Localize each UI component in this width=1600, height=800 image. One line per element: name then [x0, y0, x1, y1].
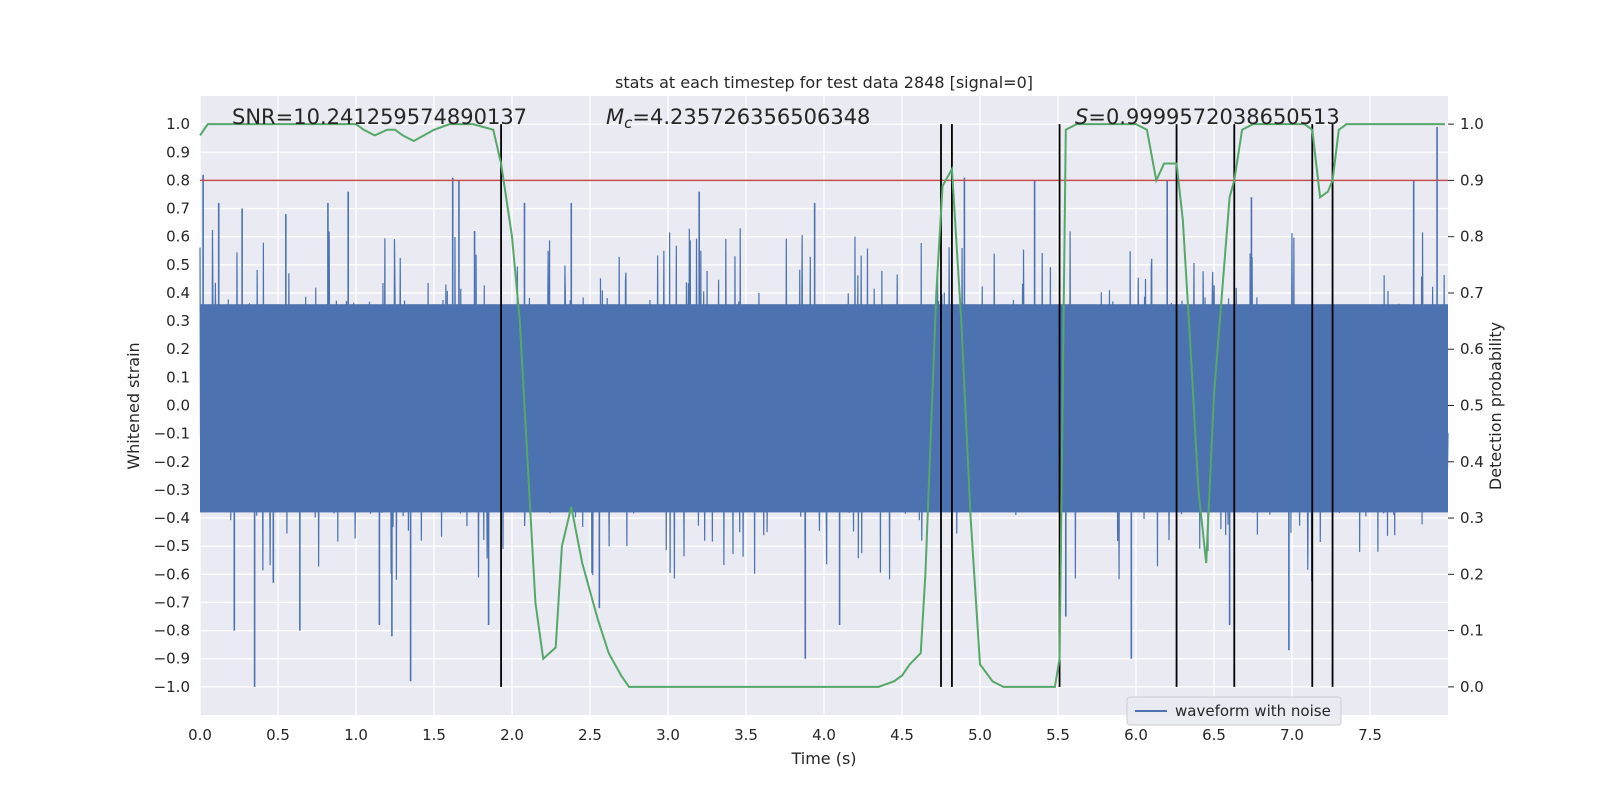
y-tick-label-right: 0.0 [1460, 678, 1484, 696]
y-tick-label: 0.3 [166, 312, 190, 330]
y-tick-label: 0.7 [166, 200, 190, 218]
x-tick-label: 1.5 [422, 726, 446, 744]
y-tick-label: −1.0 [154, 678, 190, 696]
y-tick-label-right: 0.8 [1460, 228, 1484, 246]
x-tick-label: 2.5 [578, 726, 602, 744]
mc-annotation: Mc=4.235726356506348 [606, 105, 870, 132]
y-tick-label: 0.4 [166, 284, 190, 302]
waveform-core-band [200, 304, 1448, 513]
probability-series [199, 123, 1445, 688]
y-tick-label: −0.3 [154, 481, 190, 499]
x-tick-label: 3.5 [734, 726, 758, 744]
y-ticks-right: 1.0 0.9 0.8 0.7 0.6 0.5 0.4 0.3 0.2 0.1 0.0 [1448, 115, 1484, 696]
y-tick-label-right: 0.2 [1460, 565, 1484, 583]
y-tick-label: −0.4 [154, 509, 190, 527]
x-tick-label: 2.0 [500, 726, 524, 744]
x-ticks: 0.0 0.5 1.0 1.5 2.0 2.5 3.0 3.5 4.0 4.5 5.0 5.5 6.0 6… [188, 726, 1382, 744]
x-tick-label: 4.5 [890, 726, 914, 744]
y-tick-label: −0.7 [154, 593, 190, 611]
x-tick-label: 6.5 [1202, 726, 1226, 744]
y-tick-label-right: 0.6 [1460, 340, 1484, 358]
y-axis-label-right: Detection probability [1486, 322, 1505, 490]
y-tick-label-right: 0.9 [1460, 171, 1484, 189]
y-tick-label: 0.5 [166, 256, 190, 274]
waveform-series [199, 126, 1449, 687]
y-tick-label-right: 0.5 [1460, 397, 1484, 415]
x-tick-label: 0.0 [188, 726, 212, 744]
plot-area [199, 123, 1449, 688]
y-tick-label-right: 0.3 [1460, 509, 1484, 527]
y-tick-label: −0.6 [154, 565, 190, 583]
y-tick-label: −0.5 [154, 537, 190, 555]
y-tick-label: 1.0 [166, 115, 190, 133]
x-axis-label: Time (s) [790, 749, 856, 768]
y-tick-label-right: 0.4 [1460, 453, 1484, 471]
x-tick-label: 7.5 [1358, 726, 1382, 744]
legend: waveform with noise [1126, 696, 1342, 726]
snr-annotation: SNR=10.241259574890137 [232, 105, 527, 129]
y-tick-label: 0.0 [166, 397, 190, 415]
x-tick-label: 1.0 [344, 726, 368, 744]
x-tick-label: 5.0 [968, 726, 992, 744]
x-tick-label: 7.0 [1280, 726, 1304, 744]
x-tick-label: 0.5 [266, 726, 290, 744]
legend-label: waveform with noise [1175, 702, 1331, 720]
y-tick-label: 0.2 [166, 340, 190, 358]
y-tick-label-right: 0.7 [1460, 284, 1484, 302]
y-tick-label: 0.1 [166, 368, 190, 386]
y-tick-label: 0.9 [166, 143, 190, 161]
y-tick-label: −0.2 [154, 453, 190, 471]
y-tick-label: −0.8 [154, 622, 190, 640]
x-tick-label: 6.0 [1124, 726, 1148, 744]
x-tick-label: 4.0 [812, 726, 836, 744]
y-tick-label-right: 1.0 [1460, 115, 1484, 133]
x-tick-label: 5.5 [1046, 726, 1070, 744]
chart-title: stats at each timestep for test data 284… [615, 73, 1033, 92]
x-tick-label: 3.0 [656, 726, 680, 744]
y-tick-label: −0.9 [154, 650, 190, 668]
y-tick-label: 0.6 [166, 228, 190, 246]
legend-box [1126, 696, 1342, 726]
y-tick-label-right: 0.1 [1460, 622, 1484, 640]
y-tick-label: −0.1 [154, 425, 190, 443]
y-ticks: 1.0 0.9 0.8 0.7 0.6 0.5 0.4 0.3 0.2 0.1 0.0 −0.1 −0.… [154, 115, 190, 696]
y-axis-label: Whitened strain [124, 342, 143, 469]
y-tick-label: 0.8 [166, 171, 190, 189]
s-annotation: S=0.9999572038650513 [1075, 105, 1340, 129]
